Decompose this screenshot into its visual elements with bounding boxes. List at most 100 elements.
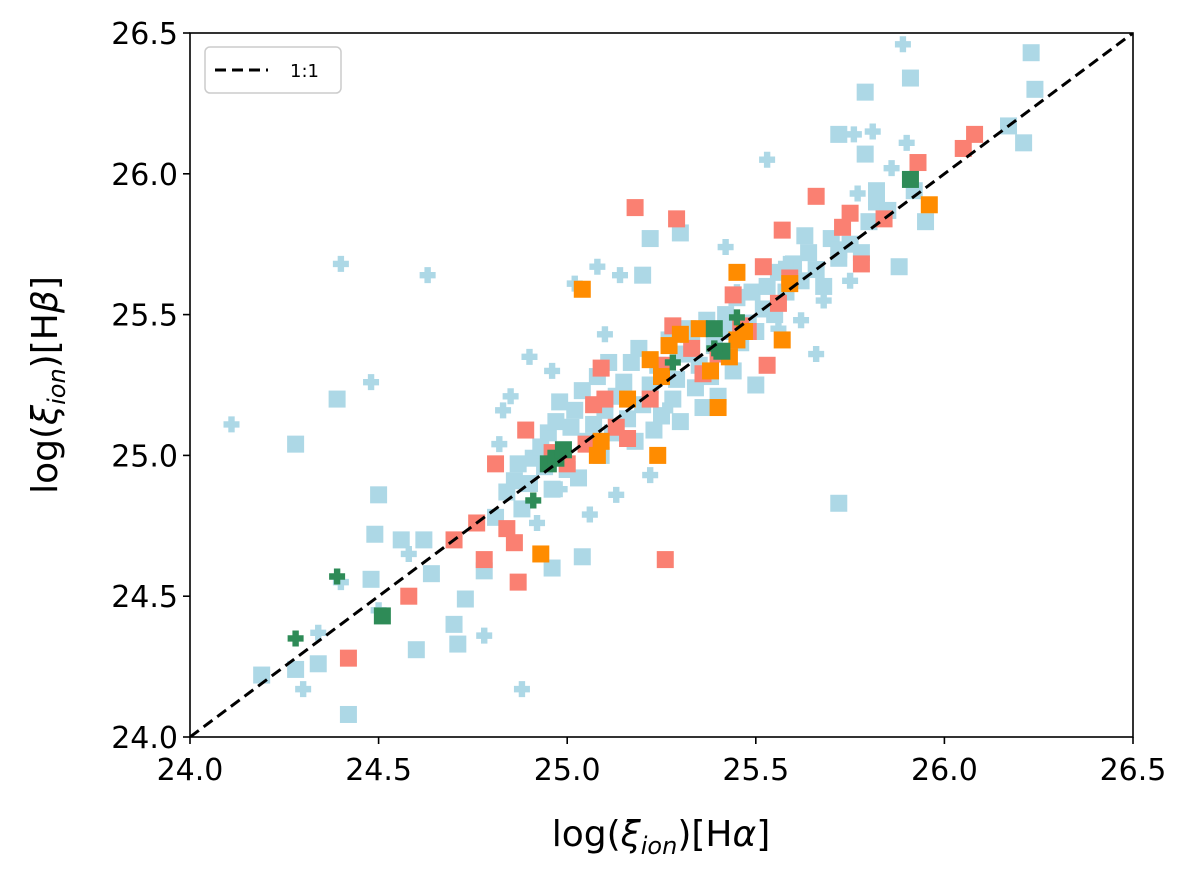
data-point <box>920 196 938 214</box>
data-point <box>596 326 613 343</box>
data-point <box>634 266 652 284</box>
data-point <box>570 469 588 487</box>
data-point <box>758 277 776 295</box>
x-tick-label: 24.5 <box>345 753 412 788</box>
data-point <box>445 615 463 633</box>
data-point <box>954 139 972 157</box>
data-point <box>773 331 791 349</box>
data-point <box>253 666 271 684</box>
data-point <box>589 258 606 275</box>
data-point <box>653 368 670 386</box>
data-point <box>392 531 410 549</box>
data-point <box>592 432 610 450</box>
data-point <box>332 574 349 591</box>
data-point <box>830 125 848 143</box>
data-point <box>400 545 417 562</box>
data-point <box>400 587 418 605</box>
data-point <box>622 353 640 371</box>
y-tick-label: 24.0 <box>111 721 178 756</box>
data-point <box>626 199 644 217</box>
y-tick-label: 25.5 <box>111 299 178 334</box>
data-point <box>328 390 346 408</box>
data-point <box>641 230 659 248</box>
data-point <box>475 551 493 569</box>
data-point <box>287 435 305 453</box>
data-point <box>223 416 240 433</box>
legend-box <box>204 46 342 94</box>
x-axis: 24.0 24.5 25.0 25.5 26.0 26.5 <box>157 737 1167 788</box>
data-point <box>815 277 833 295</box>
data-point <box>841 204 859 222</box>
data-point <box>671 325 689 343</box>
data-point <box>619 390 637 408</box>
data-point <box>864 123 881 140</box>
data-point <box>615 373 633 391</box>
data-point <box>883 160 900 177</box>
data-point <box>513 500 531 518</box>
y-tick-label: 24.5 <box>111 580 178 615</box>
data-point <box>856 145 874 163</box>
y-tick-label: 26.5 <box>111 17 178 52</box>
data-point <box>588 446 606 464</box>
data-point <box>449 635 467 653</box>
data-point <box>860 213 878 231</box>
data-point <box>754 258 772 276</box>
y-tick-label: 26.0 <box>111 158 178 193</box>
data-point <box>717 239 734 256</box>
data-point <box>407 641 425 659</box>
data-point <box>373 607 391 625</box>
data-point <box>509 573 527 591</box>
data-point <box>834 218 852 236</box>
data-point <box>608 486 625 503</box>
data-point <box>581 506 598 523</box>
data-point <box>339 705 357 723</box>
data-point <box>509 455 527 473</box>
data-point <box>543 559 561 577</box>
y-tick-label: 25.0 <box>111 439 178 474</box>
data-point <box>668 210 686 228</box>
data-point <box>562 418 580 436</box>
data-point <box>513 681 530 698</box>
data-point <box>1015 134 1033 152</box>
x-tick-label: 26.5 <box>1100 753 1167 788</box>
x-axis-label: log(ξion)[Hα] <box>552 814 771 860</box>
data-point <box>363 374 380 391</box>
data-point <box>901 69 919 87</box>
data-point <box>868 182 886 200</box>
data-point <box>759 151 776 168</box>
data-point <box>664 390 682 408</box>
data-point <box>724 286 742 304</box>
x-tick-label: 25.5 <box>722 753 789 788</box>
data-point <box>656 551 674 569</box>
data-point <box>585 415 603 433</box>
data-point <box>645 421 663 439</box>
data-point <box>529 514 546 531</box>
data-point <box>671 224 689 242</box>
data-point <box>295 681 312 698</box>
data-point <box>573 280 591 298</box>
data-point <box>966 125 984 143</box>
data-point <box>705 320 723 338</box>
data-point <box>671 413 689 431</box>
data-point <box>415 531 433 549</box>
data-point <box>686 379 704 397</box>
data-point <box>845 126 862 143</box>
reference-line-1-1 <box>190 33 1133 737</box>
data-point <box>491 436 508 453</box>
data-point <box>807 187 825 205</box>
data-point <box>773 221 791 239</box>
data-point <box>596 390 614 408</box>
data-point <box>332 255 349 272</box>
data-point <box>909 154 927 172</box>
data-point <box>487 455 505 473</box>
data-point <box>505 472 523 490</box>
data-point <box>694 399 712 417</box>
data-point <box>517 421 535 439</box>
data-point <box>362 570 380 588</box>
data-point <box>849 185 866 202</box>
data-point <box>770 320 787 337</box>
data-point <box>544 362 561 379</box>
data-point <box>709 399 727 417</box>
data-point <box>476 627 493 644</box>
